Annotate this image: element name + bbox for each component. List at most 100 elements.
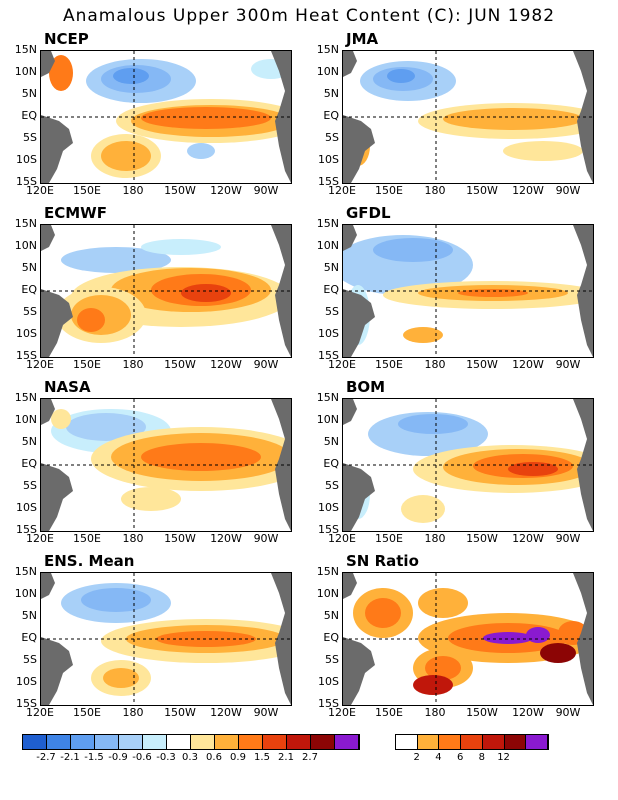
colorbar-swatch [143, 735, 167, 749]
longitude-label: 180 [424, 358, 446, 371]
map-panel-ncep [40, 50, 292, 184]
longitude-label: 120E [328, 184, 356, 197]
latitude-label: EQ [323, 631, 339, 644]
longitude-label: 120E [328, 706, 356, 719]
latitude-label: 15S [318, 175, 339, 188]
latitude-label: 5N [21, 435, 37, 448]
heat-content-map [41, 51, 291, 183]
longitude-label: 150E [375, 532, 403, 545]
longitude-label: 120W [210, 358, 242, 371]
latitude-label: EQ [323, 457, 339, 470]
latitude-label: 5S [325, 305, 339, 318]
latitude-label: EQ [21, 457, 37, 470]
figure-title: Anamalous Upper 300m Heat Content (C): J… [62, 6, 556, 26]
longitude-label: 150W [164, 358, 196, 371]
colorbar-label: 1.5 [254, 752, 270, 763]
colorbar-swatch [215, 735, 239, 749]
colorbar-label: 0.9 [230, 752, 246, 763]
anomaly-contour-6 [103, 668, 139, 688]
map-panel-jma [342, 50, 594, 184]
latitude-label: 10S [318, 153, 339, 166]
latitude-label: 15S [318, 697, 339, 710]
anomaly-contour-5 [508, 462, 558, 476]
longitude-label: 90W [555, 706, 581, 719]
latitude-label: 5N [21, 609, 37, 622]
latitude-label: 15N [316, 565, 339, 578]
longitude-label: 120W [210, 706, 242, 719]
latitude-label: 15N [14, 565, 37, 578]
colorbar-swatch [526, 735, 548, 749]
latitude-label: 5S [325, 479, 339, 492]
longitude-label: 150W [164, 532, 196, 545]
longitude-label: 150E [73, 184, 101, 197]
longitude-label: 120E [26, 184, 54, 197]
latitude-label: 10S [16, 675, 37, 688]
anomaly-contour-8 [101, 141, 151, 171]
longitude-label: 120W [210, 184, 242, 197]
latitude-label: 5N [21, 87, 37, 100]
colorbar-label: -1.5 [84, 752, 104, 763]
longitude-label: 120E [26, 706, 54, 719]
longitude-label: 90W [555, 532, 581, 545]
colorbar-swatch [396, 735, 418, 749]
longitude-label: 90W [253, 532, 279, 545]
latitude-label: 10S [16, 327, 37, 340]
anomaly-contour-4 [141, 443, 261, 471]
latitude-label: 10N [14, 587, 37, 600]
latitude-label: 15N [14, 217, 37, 230]
longitude-label: 150E [375, 184, 403, 197]
latitude-label: EQ [323, 283, 339, 296]
latitude-label: 10S [318, 675, 339, 688]
longitude-label: 120E [328, 358, 356, 371]
latitude-label: 15N [316, 391, 339, 404]
latitude-label: 15N [14, 43, 37, 56]
latitude-label: EQ [21, 631, 37, 644]
map-panel-ecmwf [40, 224, 292, 358]
colorbar-label: 2.1 [278, 752, 294, 763]
colorbar-swatch [191, 735, 215, 749]
anomaly-contour-1 [398, 414, 468, 434]
latitude-label: 10N [316, 413, 339, 426]
anomaly-contour-5 [503, 141, 583, 161]
latitude-label: 5N [21, 261, 37, 274]
colorbar-swatch [239, 735, 263, 749]
latitude-label: 15N [14, 391, 37, 404]
longitude-label: 180 [424, 706, 446, 719]
anomaly-contour-6 [51, 409, 71, 429]
colorbar-label: 8 [478, 752, 486, 763]
map-panel-bom [342, 398, 594, 532]
latitude-label: 5N [323, 261, 339, 274]
colorbar-label: 6 [456, 752, 464, 763]
colorbar-label: -0.9 [108, 752, 128, 763]
latitude-label: 15S [318, 349, 339, 362]
colorbar-swatch [47, 735, 71, 749]
panel-title: ENS. Mean [44, 552, 135, 570]
sn-contour-5 [483, 632, 533, 644]
colorbar-label: 2 [413, 752, 420, 763]
latitude-label: EQ [21, 109, 37, 122]
latitude-label: 10S [318, 327, 339, 340]
latitude-label: 15S [16, 349, 37, 362]
anomaly-contour-1 [66, 413, 146, 441]
sn-contour-10 [540, 643, 576, 663]
colorbar-swatch [504, 735, 527, 749]
anomaly-contour-4 [458, 289, 528, 297]
longitude-label: 150E [73, 706, 101, 719]
longitude-label: 150W [466, 532, 498, 545]
colorbar-swatch [71, 735, 95, 749]
latitude-label: 5S [325, 131, 339, 144]
longitude-label: 180 [424, 184, 446, 197]
latitude-label: 10S [16, 501, 37, 514]
longitude-label: 150W [164, 184, 196, 197]
longitude-label: 120E [26, 532, 54, 545]
colorbar-label: 4 [435, 752, 442, 763]
longitude-label: 120W [512, 184, 544, 197]
latitude-label: 10S [16, 153, 37, 166]
longitude-label: 180 [122, 706, 144, 719]
colorbar-swatch [439, 735, 462, 749]
latitude-label: 15S [16, 175, 37, 188]
colorbar-swatch [417, 735, 440, 749]
map-panel-nasa [40, 398, 292, 532]
heat-content-map [41, 399, 291, 531]
heat-content-map [343, 225, 593, 357]
